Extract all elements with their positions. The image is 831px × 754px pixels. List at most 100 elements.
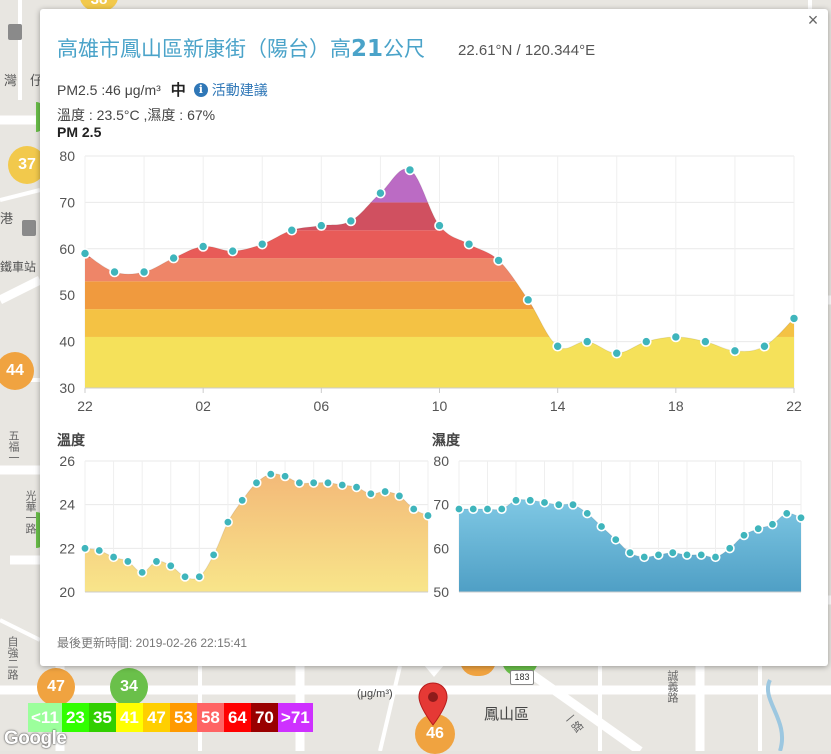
data-point[interactable] bbox=[79, 543, 90, 554]
data-point[interactable] bbox=[345, 215, 357, 227]
color-band bbox=[85, 258, 794, 282]
data-point[interactable] bbox=[308, 477, 319, 488]
data-point[interactable] bbox=[351, 482, 362, 493]
data-point[interactable] bbox=[237, 495, 248, 506]
data-point[interactable] bbox=[408, 504, 419, 515]
map-pin-icon[interactable] bbox=[418, 682, 448, 731]
data-point[interactable] bbox=[194, 571, 205, 582]
map-station-bubble[interactable]: 44 bbox=[0, 352, 34, 390]
data-point[interactable] bbox=[610, 534, 621, 545]
data-point[interactable] bbox=[422, 510, 433, 521]
map-area-label: 鳳山區 bbox=[484, 705, 530, 723]
data-point[interactable] bbox=[729, 345, 741, 357]
data-point[interactable] bbox=[788, 313, 800, 324]
data-point[interactable] bbox=[767, 519, 778, 530]
data-point[interactable] bbox=[463, 238, 475, 250]
data-point[interactable] bbox=[568, 499, 579, 510]
data-point[interactable] bbox=[696, 549, 707, 560]
data-point[interactable] bbox=[522, 294, 534, 306]
map-station-bubble[interactable]: 34 bbox=[110, 668, 148, 706]
data-point[interactable] bbox=[781, 508, 792, 519]
data-point[interactable] bbox=[108, 552, 119, 563]
data-point[interactable] bbox=[294, 477, 305, 488]
data-point[interactable] bbox=[482, 504, 493, 515]
data-point[interactable] bbox=[553, 499, 564, 510]
data-point[interactable] bbox=[639, 552, 650, 563]
data-point[interactable] bbox=[724, 543, 735, 554]
data-point[interactable] bbox=[208, 549, 219, 560]
data-point[interactable] bbox=[137, 567, 148, 578]
data-point[interactable] bbox=[468, 504, 479, 515]
data-point[interactable] bbox=[165, 560, 176, 571]
data-point[interactable] bbox=[681, 549, 692, 560]
data-point[interactable] bbox=[280, 471, 291, 482]
data-point[interactable] bbox=[434, 220, 445, 231]
legend-cell: 23 bbox=[61, 703, 89, 732]
data-point[interactable] bbox=[453, 504, 464, 515]
data-point[interactable] bbox=[337, 480, 348, 491]
google-logo[interactable]: Google bbox=[4, 728, 67, 749]
activity-advice-link[interactable]: 活動建議 bbox=[211, 81, 268, 98]
map-street-label: 五福一 bbox=[7, 430, 20, 463]
data-point[interactable] bbox=[653, 549, 664, 560]
data-point[interactable] bbox=[322, 477, 333, 488]
data-point[interactable] bbox=[539, 497, 550, 508]
data-point[interactable] bbox=[138, 266, 150, 278]
data-point[interactable] bbox=[168, 252, 179, 264]
data-point[interactable] bbox=[365, 488, 376, 499]
data-point[interactable] bbox=[640, 336, 652, 347]
data-point[interactable] bbox=[511, 495, 522, 506]
data-point[interactable] bbox=[738, 530, 749, 541]
close-button[interactable]: × bbox=[807, 10, 819, 30]
data-point[interactable] bbox=[256, 238, 268, 250]
data-point[interactable] bbox=[227, 245, 239, 257]
data-point[interactable] bbox=[753, 523, 764, 534]
data-point[interactable] bbox=[552, 340, 563, 352]
data-point[interactable] bbox=[496, 504, 507, 515]
data-point[interactable] bbox=[625, 547, 636, 558]
data-point[interactable] bbox=[795, 512, 806, 523]
data-point[interactable] bbox=[394, 490, 405, 501]
data-point[interactable] bbox=[151, 556, 162, 567]
station-title-suffix: 公尺 bbox=[383, 37, 426, 61]
data-point[interactable] bbox=[525, 495, 536, 506]
x-tick-label: 18 bbox=[668, 398, 684, 414]
legend-cell: 41 bbox=[115, 703, 143, 732]
data-point[interactable] bbox=[316, 220, 327, 231]
data-point[interactable] bbox=[759, 340, 770, 352]
data-point[interactable] bbox=[79, 248, 91, 259]
data-point[interactable] bbox=[700, 336, 711, 347]
data-point[interactable] bbox=[265, 469, 276, 480]
data-point[interactable] bbox=[596, 521, 607, 532]
map-station-bubble[interactable]: 47 bbox=[37, 668, 75, 706]
data-point[interactable] bbox=[375, 187, 386, 199]
map-street-label: 光華一路 bbox=[24, 490, 37, 534]
y-tick-label: 20 bbox=[59, 584, 75, 600]
pm-level: 中 bbox=[170, 82, 186, 99]
data-point[interactable] bbox=[670, 331, 682, 343]
legend-cell: 53 bbox=[169, 703, 197, 732]
data-point[interactable] bbox=[581, 336, 593, 347]
data-point[interactable] bbox=[404, 164, 416, 176]
pm25-chart: 30 40 50 60 70 80 22 02 06 10 14 18 22 bbox=[59, 148, 802, 414]
station-coords: 22.61°N / 120.344°E bbox=[458, 42, 596, 59]
info-icon[interactable]: i bbox=[193, 82, 208, 97]
data-point[interactable] bbox=[582, 508, 593, 519]
data-point[interactable] bbox=[710, 552, 721, 563]
x-tick-label: 10 bbox=[432, 398, 448, 414]
data-point[interactable] bbox=[380, 486, 391, 497]
data-point[interactable] bbox=[286, 224, 298, 236]
map-street-label: 仔 bbox=[30, 74, 44, 89]
data-point[interactable] bbox=[667, 547, 678, 558]
map-station-bubble[interactable]: 37 bbox=[8, 146, 46, 184]
data-point[interactable] bbox=[180, 571, 191, 582]
data-point[interactable] bbox=[611, 347, 623, 359]
pm25-legend: <11 23 35 41 47 53 58 64 70 >71 bbox=[28, 703, 313, 732]
data-point[interactable] bbox=[109, 266, 120, 278]
data-point[interactable] bbox=[122, 556, 133, 567]
data-point[interactable] bbox=[251, 477, 262, 488]
data-point[interactable] bbox=[94, 545, 105, 556]
data-point[interactable] bbox=[493, 255, 504, 266]
data-point[interactable] bbox=[222, 517, 233, 528]
data-point[interactable] bbox=[197, 241, 209, 252]
